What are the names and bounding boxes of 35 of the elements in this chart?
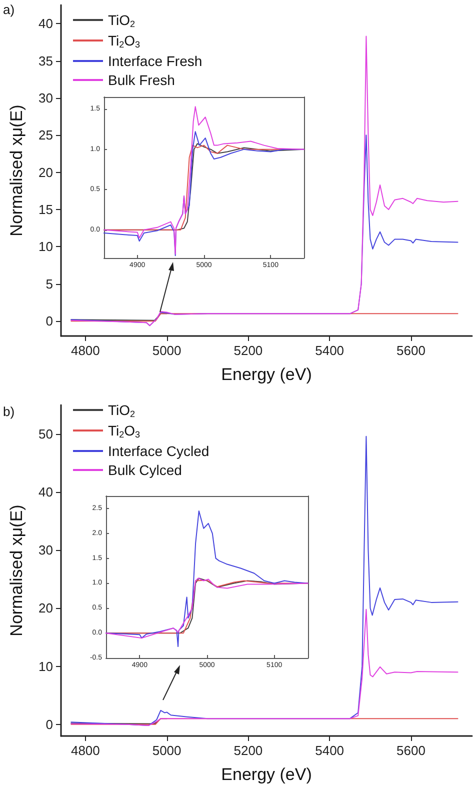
y-tick-label: 40 xyxy=(38,484,53,500)
y-axis-title: Normalised xμ(E) xyxy=(7,504,26,636)
y-tick-label: 0 xyxy=(46,716,53,732)
text: a) xyxy=(3,2,15,17)
x-tick-label: 5000 xyxy=(152,343,182,358)
y-tick-label: 25 xyxy=(38,128,53,143)
y-tick-label: 30 xyxy=(38,90,53,106)
y-tick-label: 10 xyxy=(38,239,53,254)
x-tick-label: 5600 xyxy=(396,343,426,358)
legend-label: Bulk Cylced xyxy=(108,462,182,478)
x-tick-label: 5200 xyxy=(234,343,263,358)
y-tick-label: 0 xyxy=(46,314,53,329)
x-tick-label: 5000 xyxy=(152,743,182,758)
text: b) xyxy=(3,404,15,419)
x-tick-label: 5200 xyxy=(234,743,263,758)
legend-label: Interface Cycled xyxy=(108,443,210,459)
y-tick-label: 35 xyxy=(38,53,53,68)
y-tick-label: 20 xyxy=(38,164,53,180)
legend-label: Interface Fresh xyxy=(108,53,202,69)
x-tick-label: 4800 xyxy=(70,343,100,358)
legend-label: Bulk Fresh xyxy=(108,72,175,88)
y-axis-title: Normalised xμ(E) xyxy=(7,104,26,236)
y-tick-label: 10 xyxy=(38,658,53,674)
x-axis-title: Energy (eV) xyxy=(221,765,312,784)
y-tick-label: 15 xyxy=(38,202,53,218)
x-tick-label: 5400 xyxy=(315,343,344,358)
x-axis-title: Energy (eV) xyxy=(221,365,312,384)
y-tick-label: 50 xyxy=(38,426,53,442)
y-tick-label: 30 xyxy=(38,542,53,558)
y-tick-label: 5 xyxy=(46,276,53,292)
y-tick-label: 20 xyxy=(38,600,53,616)
x-tick-label: 4800 xyxy=(70,743,100,758)
x-tick-label: 5400 xyxy=(315,743,344,758)
x-tick-label: 5600 xyxy=(396,743,426,758)
y-tick-label: 40 xyxy=(38,16,53,32)
